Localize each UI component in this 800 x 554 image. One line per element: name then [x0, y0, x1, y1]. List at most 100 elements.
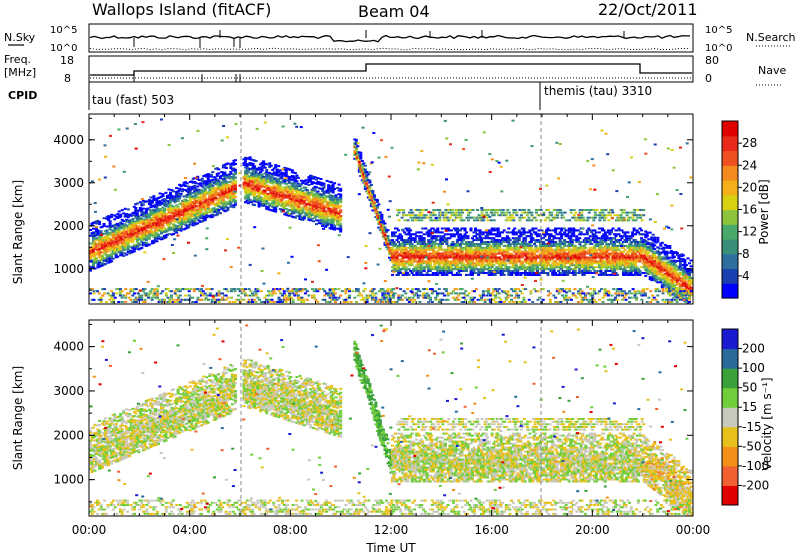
power-cell — [199, 199, 203, 202]
power-cell — [510, 273, 514, 276]
power-cell — [101, 262, 105, 265]
power-cell — [474, 231, 478, 234]
power-cell — [490, 273, 494, 276]
power-cell — [554, 260, 558, 263]
nsky-frame — [88, 23, 694, 53]
power-cell — [469, 246, 473, 249]
beam-title: Beam 04 — [358, 2, 430, 21]
power-cell — [412, 268, 416, 271]
power-cell — [445, 250, 449, 253]
power-cell — [427, 233, 431, 236]
power-cell — [339, 189, 343, 192]
power-cell — [339, 205, 343, 208]
power-cell — [245, 199, 249, 202]
power-cell — [164, 191, 168, 194]
nsearch-tick-bottom: 10^0 — [705, 43, 732, 54]
power-cell — [196, 218, 200, 221]
power-cell — [158, 215, 162, 218]
power-cell — [528, 231, 532, 234]
power-cell — [155, 207, 159, 210]
power-cell — [155, 203, 159, 206]
power-cell — [257, 166, 261, 169]
power-cell — [150, 234, 154, 237]
power-cell — [307, 191, 311, 194]
power-cell — [471, 258, 474, 261]
cpid-label: CPID — [8, 89, 37, 102]
power-cell — [140, 229, 144, 232]
power-cell — [247, 184, 250, 187]
power-cell — [489, 237, 493, 240]
power-cell — [147, 199, 151, 202]
power-cell — [394, 243, 397, 245]
power-cell — [593, 270, 597, 272]
power-cell — [176, 207, 180, 210]
power-cell — [460, 241, 464, 243]
power-cell — [392, 248, 396, 251]
power-cell — [502, 273, 506, 276]
power-cell — [572, 233, 576, 236]
power-cell — [199, 217, 203, 219]
power-cell — [158, 208, 162, 210]
power-cell — [194, 195, 198, 198]
power-cell — [292, 185, 296, 188]
power-cell — [613, 243, 616, 245]
power-cell — [164, 228, 168, 231]
power-cell — [477, 248, 481, 251]
power-cell — [113, 226, 117, 229]
power-cell — [256, 179, 260, 182]
power-cell — [200, 206, 204, 209]
power-cell — [614, 233, 618, 236]
power-cell — [416, 270, 420, 272]
power-cell — [322, 184, 326, 187]
power-cell — [140, 208, 144, 211]
power-cell — [302, 194, 306, 197]
power-cell — [232, 188, 236, 191]
power-cell — [227, 177, 231, 180]
power-cell — [501, 264, 505, 267]
power-cell — [138, 207, 142, 209]
power-cell — [462, 262, 465, 265]
power-cell — [123, 223, 127, 226]
power-cell — [135, 212, 139, 215]
power-cell — [360, 160, 364, 162]
power-cell — [392, 241, 396, 243]
power-cell — [190, 188, 194, 191]
power-cell — [337, 220, 341, 223]
power-cell — [489, 231, 493, 234]
power-cell — [566, 273, 570, 276]
power-cell — [584, 243, 588, 245]
power-cell — [372, 194, 376, 197]
power-cell — [274, 206, 278, 209]
power-cell — [403, 250, 407, 253]
power-cell — [318, 216, 321, 219]
freq-unit-label: [MHz] — [4, 66, 36, 79]
power-cell — [416, 243, 420, 245]
power-cell — [395, 268, 399, 271]
power-cell — [260, 173, 264, 176]
power-cell — [182, 183, 186, 186]
power-cell — [217, 182, 221, 184]
power-cell — [366, 186, 370, 189]
power-cell — [510, 254, 514, 257]
power-cell — [480, 268, 484, 271]
power-cell — [434, 246, 438, 249]
power-cell — [457, 270, 461, 272]
power-cell — [155, 205, 159, 208]
power-cell — [397, 254, 400, 257]
power-cell — [244, 160, 247, 163]
power-cell — [144, 212, 148, 214]
power-cell — [262, 181, 266, 184]
power-cell — [247, 198, 250, 201]
power-cell — [114, 233, 118, 236]
power-cell — [302, 201, 306, 204]
power-cell — [333, 226, 337, 229]
power-cell — [474, 235, 478, 238]
power-cell — [331, 191, 335, 194]
power-cell — [170, 194, 174, 197]
power-cell — [232, 194, 236, 197]
power-cell — [424, 227, 428, 230]
power-cell — [280, 181, 284, 184]
power-cell — [290, 190, 294, 193]
power-cell — [576, 258, 580, 261]
power-cell — [166, 196, 169, 199]
